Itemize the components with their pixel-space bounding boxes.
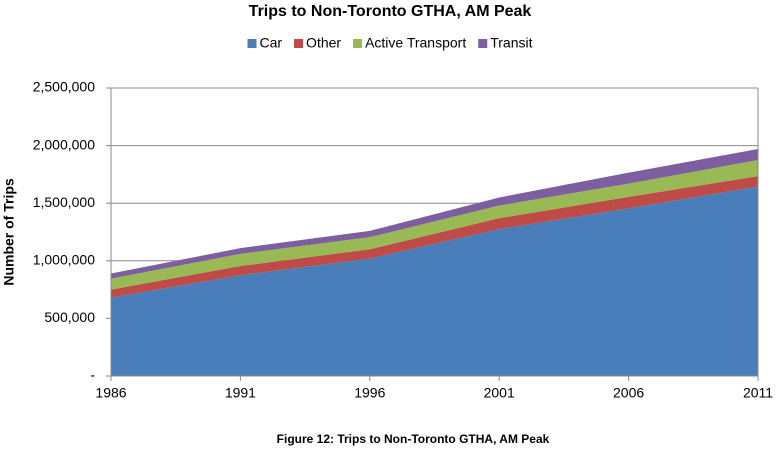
legend-swatch (478, 39, 488, 48)
legend-label: Other (306, 35, 341, 51)
y-axis-label: Number of Trips (1, 178, 17, 286)
legend-label: Active Transport (365, 35, 466, 51)
x-tick-label: 2001 (484, 385, 515, 401)
y-tick-label: 2,500,000 (33, 79, 95, 95)
x-tick-label: 1996 (354, 385, 385, 401)
y-tick-label: 1,500,000 (33, 194, 95, 210)
y-tick-label: 2,000,000 (33, 136, 95, 152)
legend: Car Other Active Transport Transit (247, 35, 533, 51)
chart-title: Trips to Non-Toronto GTHA, AM Peak (249, 3, 532, 20)
area (111, 149, 758, 279)
figure-caption: Figure 12: Trips to Non-Toronto GTHA, AM… (277, 432, 550, 446)
legend-swatch (294, 39, 304, 48)
area (111, 176, 758, 298)
legend-swatch (247, 39, 257, 48)
area (111, 186, 758, 376)
x-tick-label: 1991 (225, 385, 256, 401)
legend-label: Car (259, 35, 282, 51)
legend-swatch (353, 39, 363, 48)
legend-label: Transit (490, 35, 532, 51)
area (111, 160, 758, 290)
x-tick-label: 2011 (743, 385, 773, 401)
y-tick-label: 500,000 (44, 309, 95, 325)
x-tick-label: 1986 (95, 385, 126, 401)
y-tick-label: 1,000,000 (33, 252, 95, 268)
x-tick-label: 2006 (613, 385, 644, 401)
y-tick-label: - (90, 367, 95, 383)
